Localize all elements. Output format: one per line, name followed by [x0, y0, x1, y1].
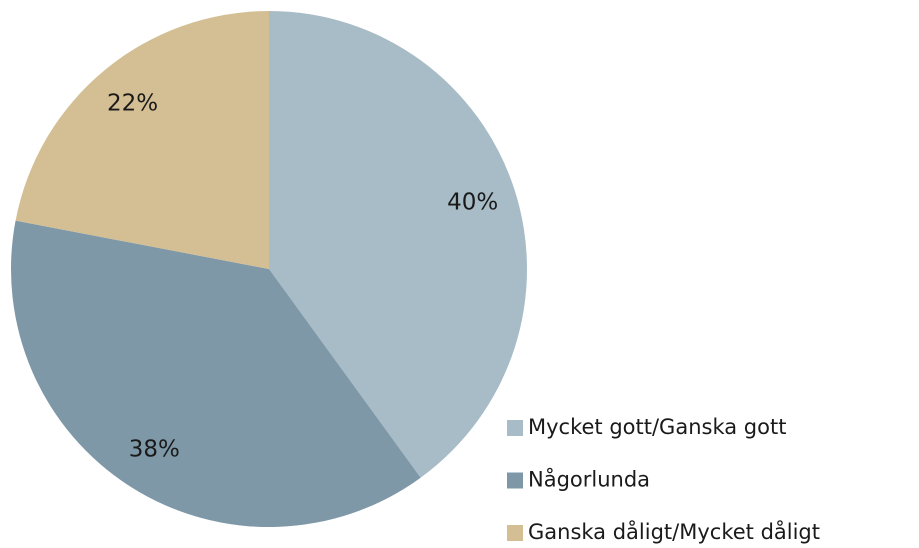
pie-slice: [15, 11, 270, 269]
legend-label: Mycket gott/Ganska gott: [528, 415, 786, 439]
data-label: 40%: [447, 189, 498, 215]
legend-swatch: [507, 525, 523, 541]
pie-slice: [269, 11, 527, 478]
pie-slice: [10, 220, 421, 527]
legend-label: Ganska dåligt/Mycket dåligt: [528, 519, 820, 544]
legend-swatch: [507, 472, 523, 489]
data-label: 38%: [129, 436, 180, 462]
data-label: 22%: [107, 91, 158, 117]
legend-swatch: [507, 420, 523, 436]
legend-label: Någorlunda: [528, 467, 650, 492]
